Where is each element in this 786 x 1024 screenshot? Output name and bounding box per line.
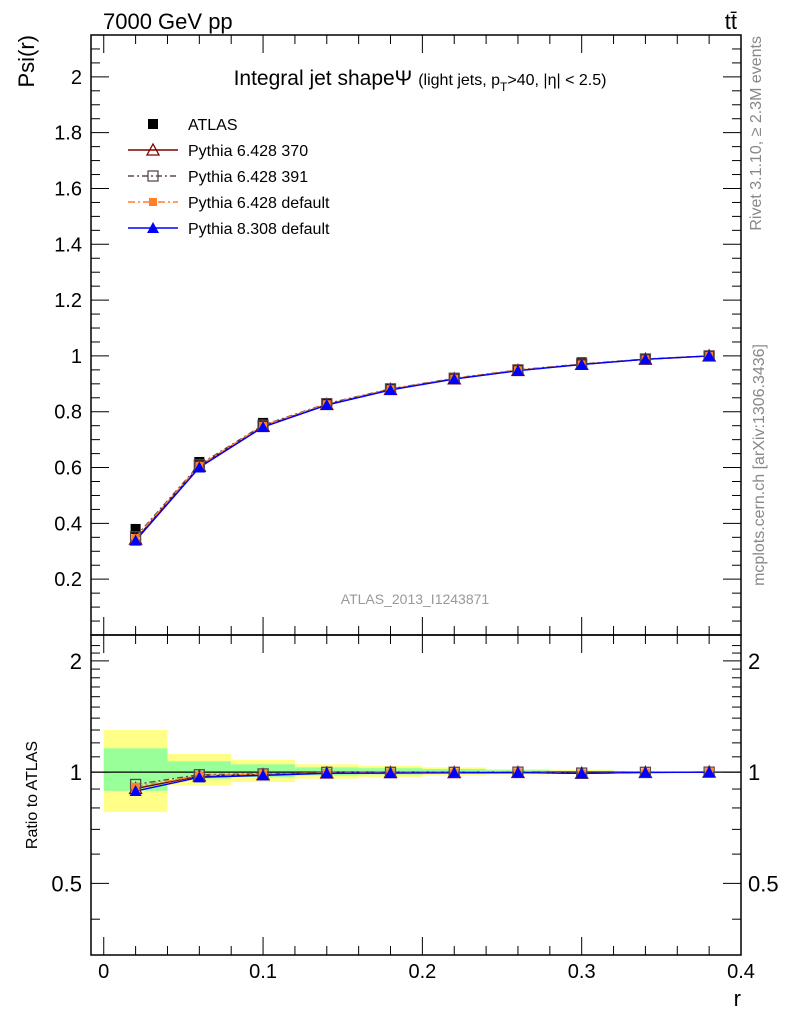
process-label: tt̄ [725,9,737,34]
x-tick-label: 0.1 [249,961,277,983]
x-tick-label: 0.4 [727,961,755,983]
y-tick-label: 0.5 [51,871,82,896]
y-tick-label: 2 [71,67,82,89]
analysis-label: ATLAS_2013_I1243871 [341,591,490,607]
main-panel: 0.2 0.4 0.6 0.8 1 1.2 1.4 1.6 1.8 2 Psi(r) Integr… [14,34,742,636]
y-tick-label: 1.6 [54,178,82,200]
y-tick-label: 0.8 [54,402,82,424]
ratio-point [511,766,524,778]
legend-label: Pythia 6.428 370 [188,143,308,160]
ratio-point [639,766,652,778]
legend-marker [149,198,157,206]
series-point [703,349,716,361]
y-tick-label-right: 1 [748,760,760,785]
legend-label: ATLAS [188,117,238,134]
legend-marker [147,222,159,233]
legend-label: Pythia 6.428 default [188,195,330,212]
main-ylabel: Psi(r) [14,35,39,88]
y-tick-label: 1 [70,760,82,785]
rivet-label: Rivet 3.1.10, ≥ 2.3M events [748,36,765,231]
series-line [135,355,710,539]
x-tick-label: 0.3 [568,961,596,983]
x-axis-label: r [734,986,741,1011]
legend-label: Pythia 6.428 391 [188,169,308,186]
y-tick-label: 1.2 [54,290,82,312]
main-title-sub-a: (light jets, p [418,72,500,89]
series-point [639,353,652,365]
ratio-point [448,766,461,778]
main-title: Integral jet shapeΨ (light jets, pT>40, |… [234,67,607,94]
ratio-frame [90,634,742,956]
main-title-sub-b: T [500,80,508,94]
y-tick-label: 0.2 [54,569,82,591]
ratio-point [384,767,397,779]
legend-label: Pythia 8.308 default [188,221,330,238]
ratio-point [129,785,142,797]
series-point [257,421,270,433]
series-point [575,358,588,370]
legend-marker [148,119,158,129]
mcplots-label: mcplots.cern.ch [arXiv:1306.3436] [751,344,768,586]
series-point [320,399,333,411]
y-tick-label: 1 [71,346,82,368]
legend-marker [145,142,161,156]
y-tick-label: 0.4 [54,513,82,535]
ratio-point [575,767,588,779]
ratio-panel: 0.5 0.51 12 2 0 0.1 0.2 0.3 0.4 Ratio to ATLAS … [24,634,779,1011]
main-title-sub-c: >40, |η| < 2.5) [507,72,606,89]
series-line [135,355,710,538]
y-tick-label: 2 [70,649,82,674]
y-tick-label-right: 2 [748,649,760,674]
x-tick-label: 0 [98,961,109,983]
ratio-line [135,771,710,792]
series-point [448,373,461,385]
energy-label: 7000 GeV pp [103,9,233,34]
ratio-ylabel: Ratio to ATLAS [24,741,41,849]
series-point [129,534,142,546]
y-tick-label: 1.8 [54,123,82,145]
atlas-point [130,523,141,534]
series-point [193,461,206,473]
y-tick-label-right: 0.5 [748,871,779,896]
series-point [511,364,524,376]
x-tick-label: 0.2 [408,961,436,983]
ratio-point [193,771,206,783]
y-tick-label: 0.6 [54,458,82,480]
ratio-point [320,767,333,779]
main-title-text: Integral jet shapeΨ [234,67,413,90]
series-line [135,355,710,542]
series-point [384,383,397,395]
ratio-point [703,766,716,778]
ratio-point [257,769,270,781]
legend-marker [147,170,159,182]
legend: ATLAS Pythia 6.428 370 Pythia 6.428 391 Pyt… [128,117,330,238]
y-tick-label: 1.4 [54,234,82,256]
